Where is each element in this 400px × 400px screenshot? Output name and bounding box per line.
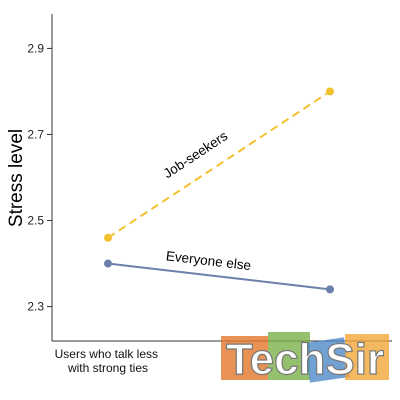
y-tick-label: 2.3 [27, 300, 44, 314]
series-0-point-1 [326, 87, 334, 96]
series-label-job-seekers: Job-seekers [161, 128, 231, 181]
y-tick-label: 2.5 [27, 214, 44, 228]
logo-tile-1 [221, 336, 268, 380]
y-tick-label: 2.7 [27, 127, 44, 141]
series-1-point-0 [104, 259, 112, 268]
y-tick-label: 2.9 [27, 41, 44, 55]
series-layer: Job-seekers Everyone else [104, 87, 334, 294]
series-label-everyone-else: Everyone else [165, 248, 252, 273]
techsir-logo: TechSir [221, 332, 389, 385]
category-label-line-1: Users who talk less [55, 347, 158, 361]
series-line-1 [107, 262, 331, 291]
logo-text: TechSir [226, 335, 384, 384]
axes [51, 14, 392, 342]
logo-tile-4 [345, 334, 389, 380]
logo-tile-3 [304, 337, 350, 383]
category-label-0: Users who talk less with strong ties [55, 347, 162, 375]
series-1-point-1 [326, 285, 334, 294]
y-axis-title: Stress level [6, 129, 27, 227]
series-0-point-0 [104, 233, 112, 242]
logo-tile-2 [268, 332, 310, 380]
y-ticks: 2.3 2.5 2.7 2.9 [27, 41, 52, 314]
series-line-0 [107, 90, 331, 239]
category-label-line-2: with strong ties [67, 361, 148, 375]
